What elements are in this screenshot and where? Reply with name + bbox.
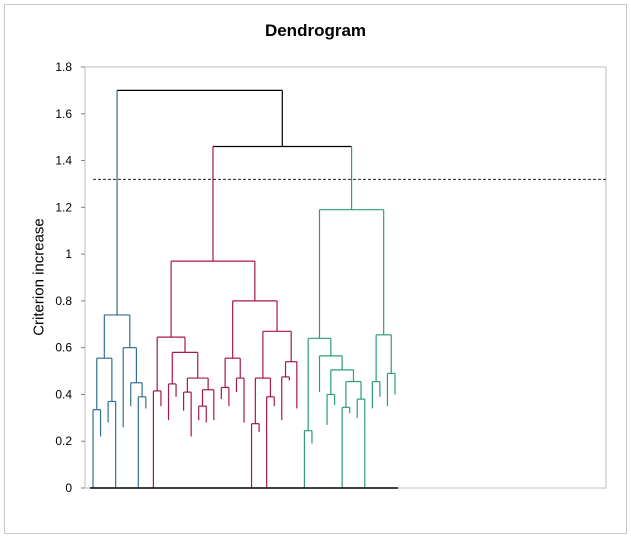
- plot-area-border: [84, 66, 607, 489]
- y-tick-label: 1.2: [55, 200, 72, 214]
- y-tick-label: 1.8: [55, 60, 72, 74]
- y-tick-label: 0.6: [55, 341, 72, 355]
- y-tick-label: 1.6: [55, 107, 72, 121]
- chart-title: Dendrogram: [264, 21, 367, 40]
- y-tick-label: 1.4: [55, 154, 72, 168]
- chart-frame: [4, 4, 627, 534]
- y-tick-label: 1: [65, 247, 72, 261]
- y-tick-label: 0.4: [55, 387, 72, 401]
- y-tick-label: 0: [65, 481, 72, 495]
- y-tick-label: 0.2: [55, 434, 72, 448]
- y-tick-label: 0.8: [55, 294, 72, 308]
